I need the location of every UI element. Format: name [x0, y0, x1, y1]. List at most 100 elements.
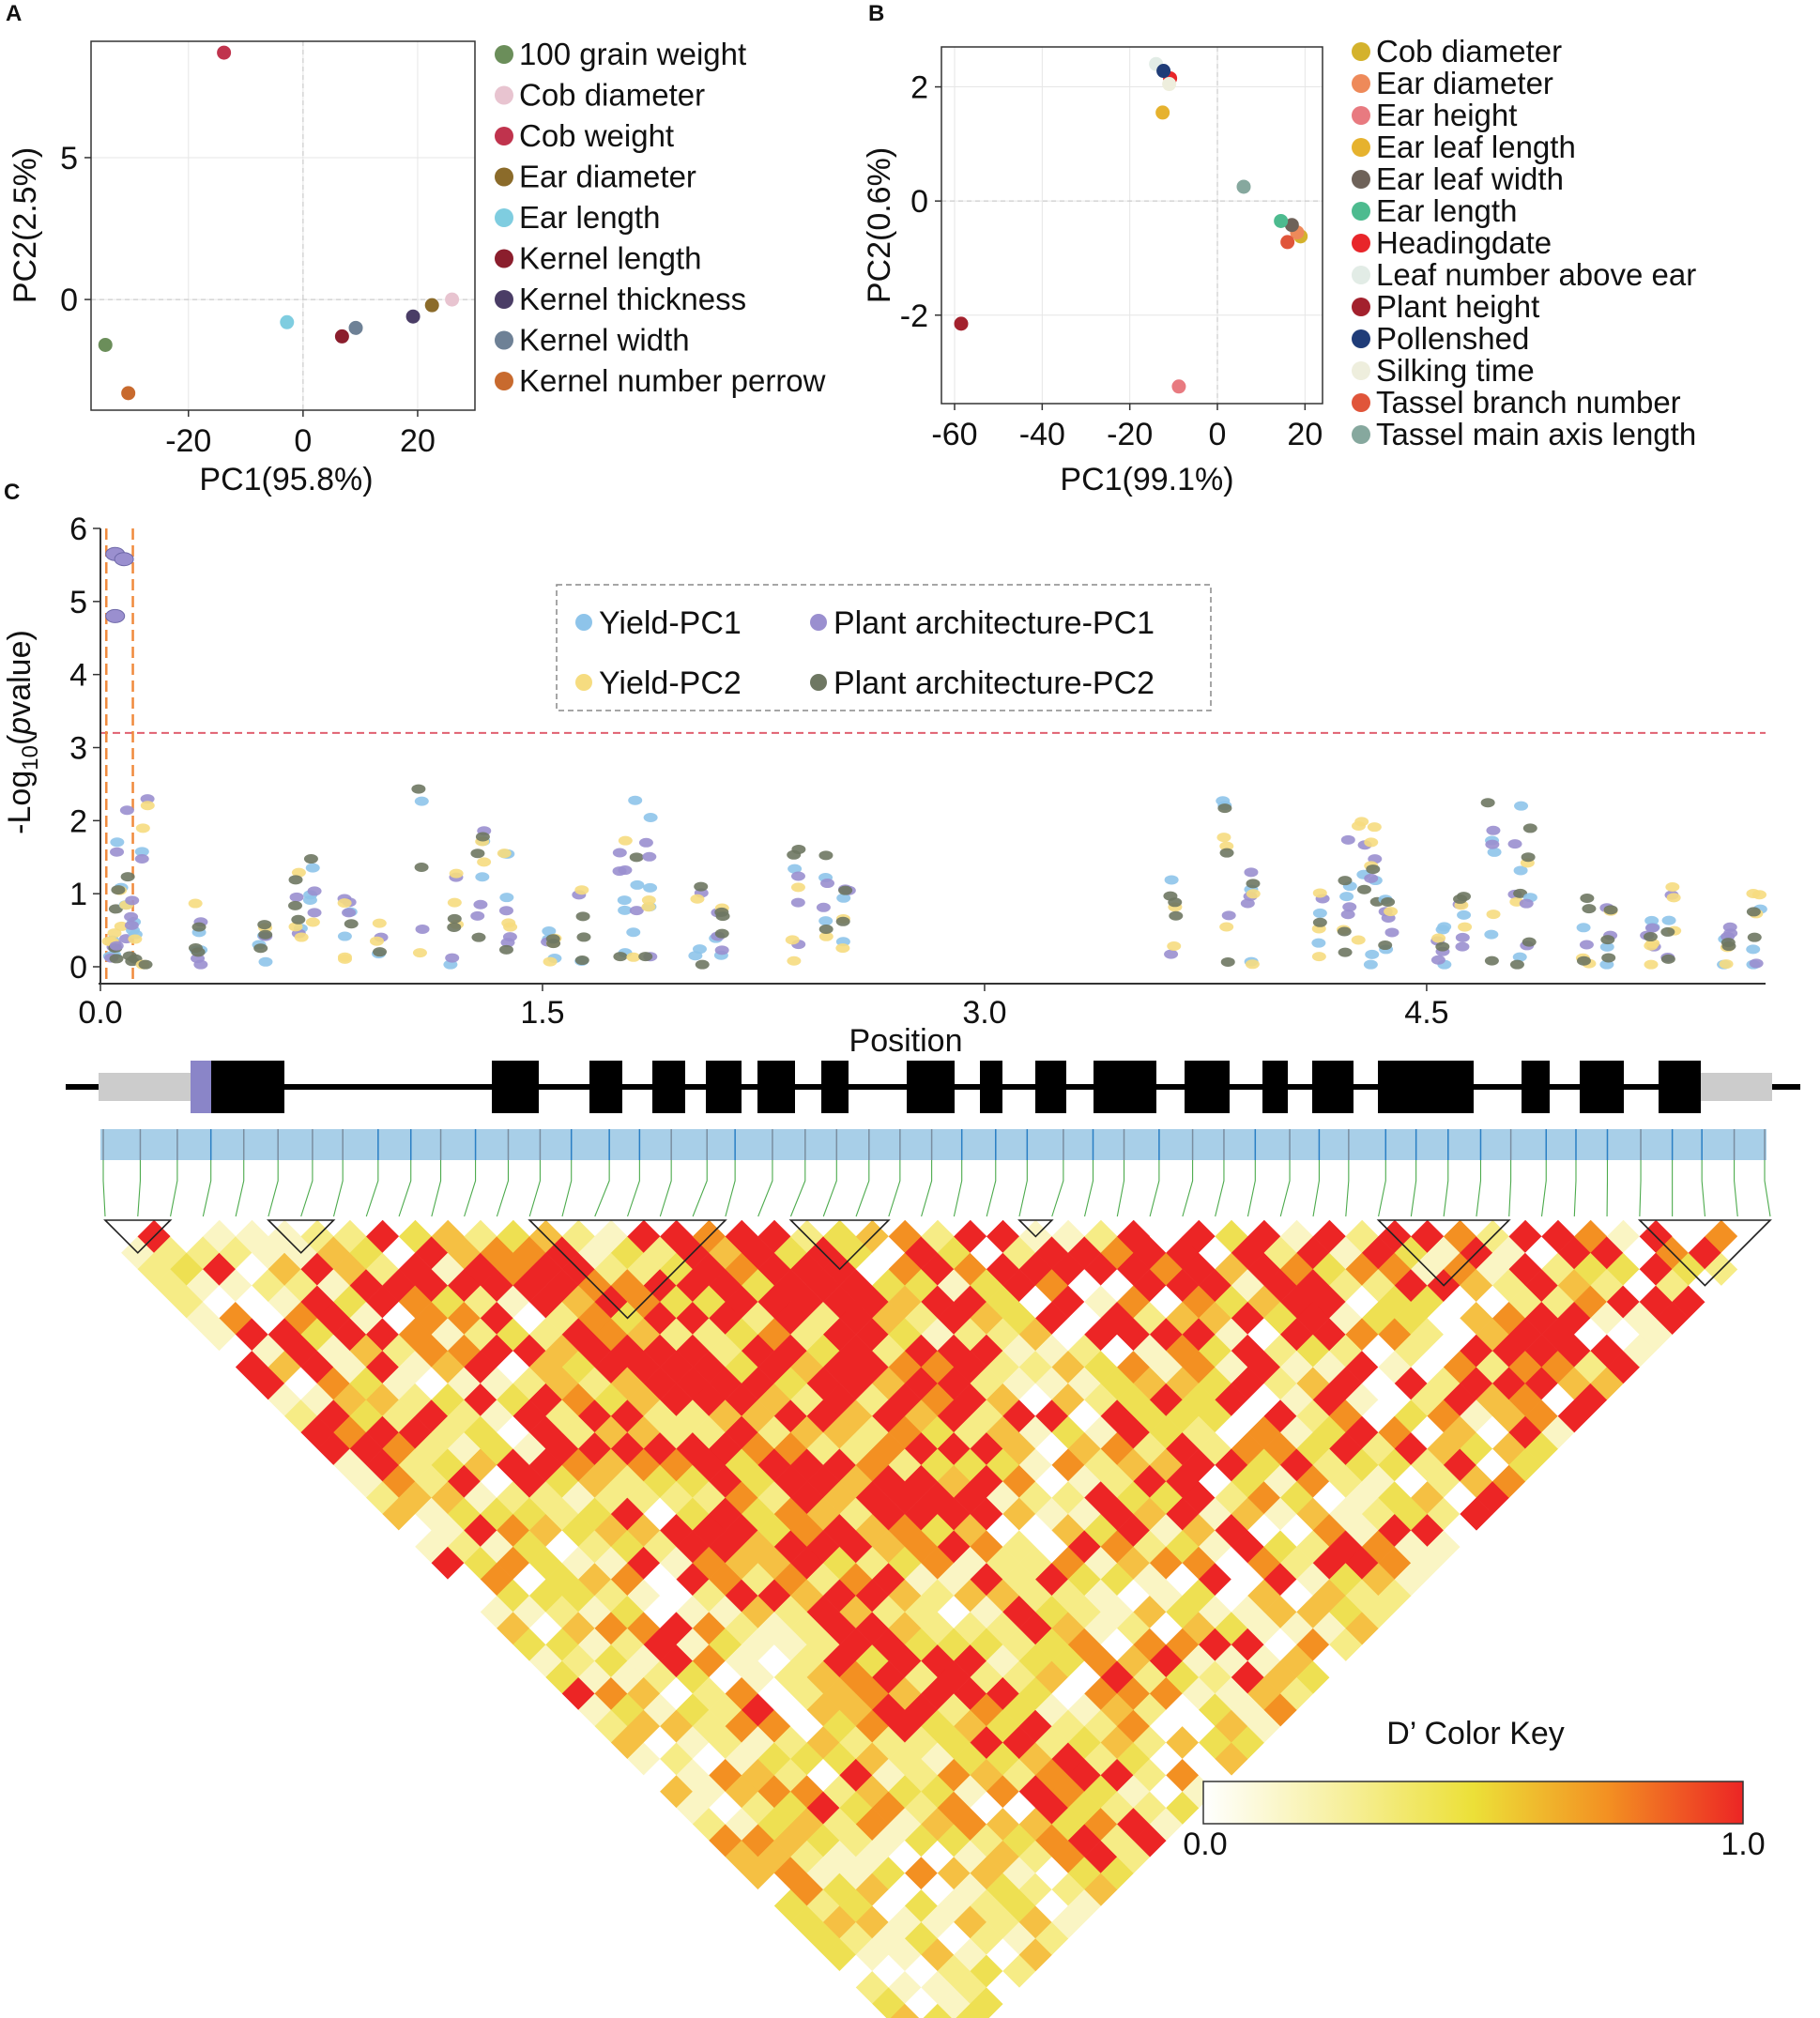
snp-point-yield-pc1-4-0	[134, 847, 149, 857]
snp-point-yield-pc2-10-1	[369, 936, 384, 946]
panel-c-legend: Yield-PC1 Plant architecture-PC1 Yield-PC2…	[575, 605, 1155, 701]
gene-start-exon	[191, 1061, 211, 1113]
legend-label-c-plant-architecture-pc1: Plant architecture-PC1	[834, 605, 1155, 641]
ld-block-5	[1376, 1219, 1511, 1287]
legend-marker-a-kernel-width	[495, 330, 513, 350]
snp-point-plant-architecture-pc1-27-0	[1244, 867, 1259, 878]
snp-point-plant-architecture-pc2-36-1	[1513, 888, 1528, 898]
snp-point-plant-architecture-pc2-25-2	[1168, 897, 1183, 908]
c-x-tick-label-1: 1.5	[520, 995, 564, 1031]
panel-c-xlabel: Position	[849, 1023, 963, 1059]
snp-point-plant-architecture-pc1-37-1	[1519, 898, 1534, 909]
legend-label-b-silking-time: Silking time	[1376, 353, 1535, 388]
exon-11	[1094, 1061, 1156, 1113]
legend-marker-b-leaf-number-above-ear	[1352, 266, 1370, 284]
ld-block-4	[1017, 1219, 1054, 1238]
snp-point-yield-pc1-15-0	[542, 926, 557, 937]
snp-point-plant-architecture-pc2-37-0	[1522, 823, 1537, 833]
snp-link-39	[1378, 1160, 1386, 1217]
point-b-ear-leaf-width	[1284, 218, 1299, 233]
snp-point-plant-architecture-pc2-16-2	[575, 911, 590, 922]
snp-point-plant-architecture-pc2-7-0	[288, 875, 303, 885]
snp-link-10	[431, 1160, 442, 1217]
snp-point-plant-architecture-pc2-38-1	[1582, 904, 1597, 914]
snp-point-plant-architecture-pc2-40-0	[1643, 932, 1658, 942]
snp-point-plant-architecture-pc2-16-0	[576, 932, 591, 942]
snp-connector-lines	[102, 1160, 1771, 1217]
snp-point-plant-architecture-pc2-12-1	[447, 913, 462, 924]
snp-point-plant-architecture-pc2-23-1	[818, 924, 834, 934]
snp-point-yield-pc1-22-0	[788, 864, 803, 874]
snp-point-plant-architecture-pc1-13-0	[473, 899, 488, 910]
snp-point-yield-pc1-13-0	[475, 872, 490, 882]
ld-block-outlines	[103, 1219, 1772, 1320]
snp-point-plant-architecture-pc1-12-0	[445, 953, 460, 963]
snp-link-47	[1639, 1160, 1642, 1217]
gene-utr-3prime	[1701, 1073, 1772, 1101]
legend-marker-a-kernel-length	[495, 249, 513, 268]
snp-point-yield-pc2-30-1	[1351, 935, 1366, 945]
snp-link-40	[1410, 1160, 1417, 1217]
snp-link-31	[1116, 1160, 1125, 1217]
snp-point-yield-pc2-5-0	[188, 898, 203, 909]
point-a-100-grain-weight	[98, 337, 113, 352]
legend-marker-b-cob-diameter	[1352, 42, 1370, 61]
snp-point-yield-pc2-27-1	[1246, 889, 1261, 899]
legend-marker-a-kernel-thickness	[495, 290, 513, 309]
snp-point-yield-pc2-12-1	[449, 868, 464, 879]
snp-point-yield-pc2-18-0	[626, 952, 641, 962]
snp-point-yield-pc2-14-1	[497, 848, 512, 859]
snp-point-plant-architecture-pc1-4-0	[134, 853, 149, 864]
snp-point-plant-architecture-pc2-22-1	[787, 849, 802, 860]
snp-point-plant-architecture-pc2-13-0	[471, 932, 486, 942]
snp-point-yield-pc2-22-1	[785, 935, 800, 945]
panel-letter-b: B	[868, 1, 884, 26]
gene-utr-5prime	[99, 1073, 191, 1101]
c-y-tick-label-5: 5	[69, 585, 87, 620]
snp-point-yield-pc1-41-0	[1661, 915, 1676, 925]
snp-point-yield-pc1-19-0	[643, 882, 658, 893]
snp-point-plant-architecture-pc1-34-2	[1455, 932, 1470, 942]
legend-label-b-ear-leaf-width: Ear leaf width	[1376, 161, 1564, 196]
c-x-tick-label-3: 4.5	[1404, 995, 1448, 1031]
legend-label-b-pollenshed: Pollenshed	[1376, 321, 1529, 356]
legend-label-b-headingdate: Headingdate	[1376, 225, 1552, 260]
snp-point-yield-pc2-41-0	[1665, 881, 1680, 892]
legend-marker-c-plant-architecture-pc1	[810, 614, 827, 631]
snp-link-15	[594, 1160, 610, 1217]
snp-point-plant-architecture-pc1-33-2	[1430, 955, 1445, 965]
snp-point-plant-architecture-pc2-24-1	[838, 885, 853, 895]
snp-point-yield-pc2-12-2	[447, 897, 462, 908]
snp-point-yield-pc2-20-0	[690, 894, 705, 904]
exon-1	[211, 1061, 284, 1113]
snp-link-8	[365, 1160, 379, 1217]
snp-point-yield-pc2-28-1	[1312, 888, 1327, 898]
ld-block-0	[103, 1219, 173, 1254]
panel-c-ylabel: -Log10(pvalue)	[2, 630, 43, 834]
snp-point-yield-pc2-19-1	[641, 902, 656, 912]
ld-color-key: D’ Color Key 0.0 1.0	[1183, 1716, 1765, 1862]
point-a-ear-diameter	[424, 298, 439, 313]
snp-point-yield-pc1-23-0	[818, 916, 834, 926]
snp-point-yield-pc2-40-1	[1644, 940, 1659, 951]
panel-a-legend: 100 grain weight Cob diameter Cob weight Ea…	[495, 37, 826, 398]
manhattan-points	[101, 546, 1767, 970]
legend-marker-b-plant-height	[1352, 298, 1370, 316]
snp-point-plant-architecture-pc2-7-2	[291, 914, 306, 925]
snp-link-20	[757, 1160, 773, 1217]
snp-point-plant-architecture-pc2-16-1	[574, 955, 589, 966]
snp-point-plant-architecture-pc1-32-0	[1384, 927, 1399, 938]
snp-point-plant-architecture-pc2-6-1	[253, 943, 268, 954]
snp-point-plant-architecture-pc2-39-0	[1603, 905, 1618, 915]
ld-block-3	[788, 1219, 891, 1271]
c-y-tick-label-1: 1	[69, 877, 87, 912]
snp-point-yield-pc1-18-2	[630, 879, 645, 890]
snp-link-41	[1443, 1160, 1449, 1217]
snp-point-plant-architecture-pc1-8-1	[307, 908, 322, 918]
snp-point-yield-pc2-16-0	[574, 885, 589, 895]
panel-b: B -60 -40 -20 0 20-202 PC1(99.1%) PC2(0.6%) …	[862, 1, 1696, 497]
panel-a-ticks: -20 0 20 0 5	[60, 141, 436, 459]
snp-point-yield-pc1-14-0	[499, 893, 514, 903]
snp-point-yield-pc2-0-2	[107, 928, 122, 939]
legend-marker-a-100-grain-weight	[495, 45, 513, 64]
